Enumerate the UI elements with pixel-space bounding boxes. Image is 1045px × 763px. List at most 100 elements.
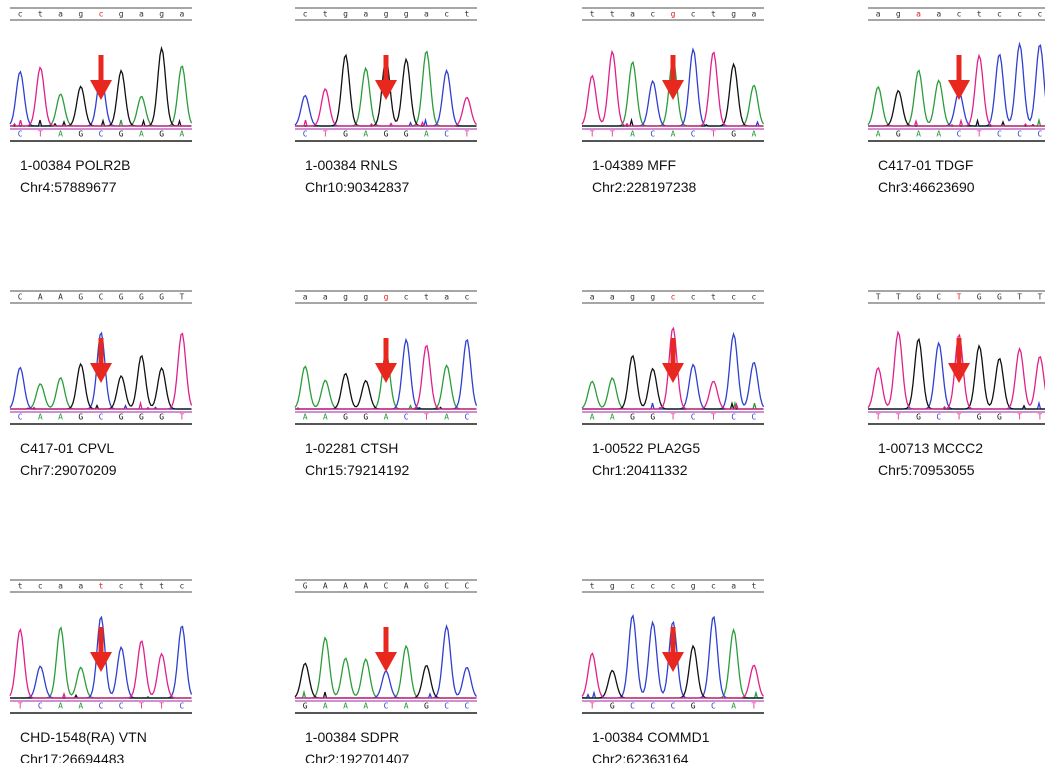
called-base: C [691, 413, 696, 422]
sample-label: C417-01 TDGF [878, 157, 973, 173]
called-base: T [323, 130, 328, 139]
reference-base: g [363, 293, 368, 302]
sample-label: 1-00713 MCCC2 [878, 440, 983, 456]
reference-base: a [731, 582, 736, 591]
called-base: C [671, 702, 676, 711]
reference-base: c [1037, 10, 1042, 19]
called-base: A [179, 130, 184, 139]
sample-label: 1-00384 SDPR [305, 729, 399, 745]
reference-base: T [876, 293, 881, 302]
called-base: A [731, 702, 736, 711]
arrow-head [375, 363, 397, 383]
reference-base: C [384, 582, 389, 591]
called-base: A [323, 413, 328, 422]
reference-base: a [179, 10, 184, 19]
reference-base: c [650, 10, 655, 19]
reference-base: a [363, 10, 368, 19]
called-base: C [1037, 130, 1042, 139]
reference-base: a [751, 10, 756, 19]
reference-base: A [343, 582, 348, 591]
reference-base: t [590, 582, 595, 591]
called-base: G [384, 130, 389, 139]
sample-label: 1-00522 PLA2G5 [592, 440, 700, 456]
called-base: C [99, 413, 104, 422]
reference-base: g [630, 293, 635, 302]
locus-label: Chr10:90342837 [305, 179, 410, 195]
called-base: T [159, 702, 164, 711]
reference-base: t [977, 10, 982, 19]
called-base: T [610, 130, 615, 139]
called-base: C [731, 413, 736, 422]
reference-base: t [711, 10, 716, 19]
called-base: T [179, 413, 184, 422]
reference-base: C [936, 293, 941, 302]
reference-base: c [1017, 10, 1022, 19]
reference-base: T [957, 293, 962, 302]
called-base: G [78, 413, 83, 422]
called-base: T [1037, 413, 1042, 422]
called-base: C [936, 413, 941, 422]
locus-label: Chr1:20411332 [592, 462, 688, 478]
called-base: G [159, 130, 164, 139]
called-base: T [18, 702, 23, 711]
called-base: C [384, 702, 389, 711]
reference-base: a [424, 10, 429, 19]
arrow-head [948, 80, 970, 100]
called-base: G [363, 413, 368, 422]
reference-base: t [159, 582, 164, 591]
called-base: C [18, 413, 23, 422]
reference-base: T [1017, 293, 1022, 302]
reference-base: a [630, 10, 635, 19]
reference-base: a [610, 293, 615, 302]
reference-base: c [957, 10, 962, 19]
arrow-head [375, 652, 397, 672]
called-base: A [78, 702, 83, 711]
called-base: T [590, 702, 595, 711]
arrow-head [375, 80, 397, 100]
reference-base: A [38, 293, 43, 302]
called-base: G [424, 702, 429, 711]
locus-label: Chr5:70953055 [878, 462, 975, 478]
called-base: C [650, 702, 655, 711]
called-base: A [876, 130, 881, 139]
reference-base: t [711, 293, 716, 302]
reference-base: t [18, 582, 23, 591]
reference-base: g [731, 10, 736, 19]
called-base: A [751, 130, 756, 139]
called-base: G [343, 413, 348, 422]
called-base: A [58, 702, 63, 711]
called-base: T [977, 130, 982, 139]
reference-base: a [323, 293, 328, 302]
called-base: A [610, 413, 615, 422]
reference-base: G [997, 293, 1002, 302]
called-base: A [630, 130, 635, 139]
called-base: T [711, 130, 716, 139]
called-base: G [404, 130, 409, 139]
reference-base: a [58, 10, 63, 19]
called-base: C [1017, 130, 1022, 139]
called-base: T [464, 130, 469, 139]
called-base: C [18, 130, 23, 139]
called-base: A [916, 130, 921, 139]
called-base: C [404, 413, 409, 422]
arrow-head [662, 363, 684, 383]
sample-label: 1-00384 RNLS [305, 157, 398, 173]
called-base: T [424, 413, 429, 422]
called-base: G [731, 130, 736, 139]
reference-base: G [977, 293, 982, 302]
reference-base: c [691, 293, 696, 302]
called-base: C [119, 702, 124, 711]
locus-label: Chr3:46623690 [878, 179, 975, 195]
called-base: G [630, 413, 635, 422]
reference-base: c [671, 293, 676, 302]
reference-base: T [179, 293, 184, 302]
called-base: T [1017, 413, 1022, 422]
called-base: A [590, 413, 595, 422]
called-base: C [650, 130, 655, 139]
reference-base: G [159, 293, 164, 302]
reference-base: G [424, 582, 429, 591]
reference-base: g [343, 10, 348, 19]
locus-label: Chr17:26694483 [20, 751, 125, 763]
called-base: G [119, 413, 124, 422]
reference-base: G [916, 293, 921, 302]
